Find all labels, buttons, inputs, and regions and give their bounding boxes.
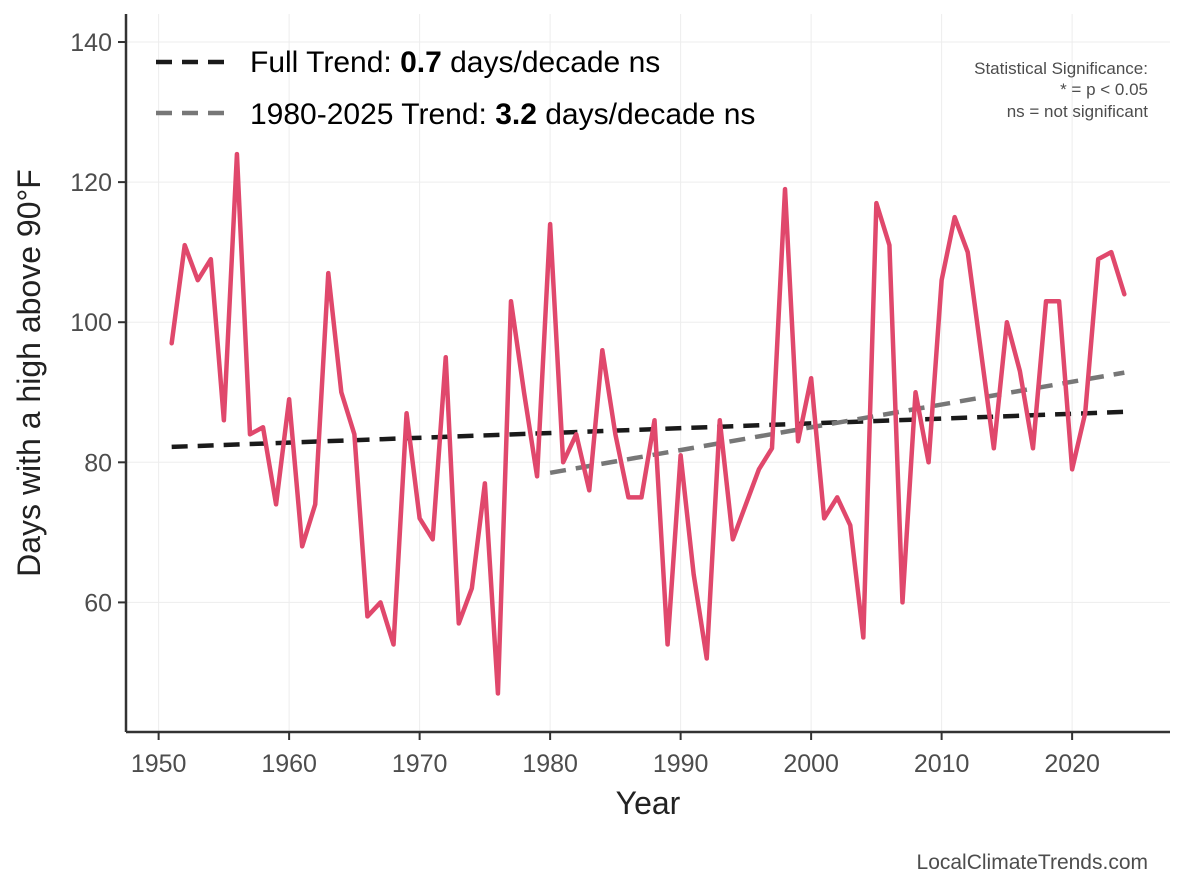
x-tick-label: 1950 <box>131 750 187 778</box>
legend-label-recent-trend: 1980-2025 Trend: 3.2 days/decade ns <box>250 98 755 131</box>
x-axis-title: Year <box>616 785 681 821</box>
y-axis-title: Days with a high above 90°F <box>11 169 47 577</box>
x-tick-label: 1970 <box>392 750 448 778</box>
y-tick-label: 120 <box>70 169 112 197</box>
x-tick-label: 2010 <box>914 750 970 778</box>
legend-full-trend-prefix: Full Trend: <box>250 46 400 79</box>
x-tick-label: 1990 <box>653 750 709 778</box>
source-credit: LocalClimateTrends.com <box>917 851 1148 874</box>
legend: Full Trend: 0.7 days/decade ns 1980-2025… <box>156 46 755 131</box>
legend-full-trend-suffix: days/decade ns <box>442 46 660 79</box>
x-tick-label: 2000 <box>783 750 839 778</box>
gridlines <box>126 14 1170 732</box>
legend-full-trend-value: 0.7 <box>400 46 442 79</box>
trend-lines <box>171 370 1125 476</box>
legend-label-full-trend: Full Trend: 0.7 days/decade ns <box>250 46 660 79</box>
y-tick-label: 140 <box>70 29 112 57</box>
x-tick-label: 1980 <box>522 750 578 778</box>
ticks: 1950 1960 1970 1980 1990 2000 2010 2020 60 80 100 1… <box>70 29 1100 778</box>
y-tick-label: 100 <box>70 309 112 337</box>
legend-recent-trend-suffix: days/decade ns <box>537 98 755 131</box>
x-tick-label: 1960 <box>261 750 317 778</box>
significance-line-1: * = p < 0.05 <box>1060 80 1148 99</box>
legend-recent-trend-value: 3.2 <box>495 98 537 131</box>
significance-line-2: ns = not significant <box>1007 102 1149 121</box>
full-trend-line <box>171 409 1125 450</box>
significance-note: Statistical Significance: * = p < 0.05 n… <box>974 59 1148 121</box>
recent-trend-line <box>549 370 1125 476</box>
axes <box>124 14 1170 734</box>
x-tick-label: 2020 <box>1044 750 1100 778</box>
days-above-90-line <box>169 151 1127 696</box>
legend-recent-trend-prefix: 1980-2025 Trend: <box>250 98 495 131</box>
y-tick-label: 60 <box>84 589 112 617</box>
significance-title: Statistical Significance: <box>974 59 1148 78</box>
data-series <box>169 151 1127 696</box>
y-tick-label: 80 <box>84 449 112 477</box>
